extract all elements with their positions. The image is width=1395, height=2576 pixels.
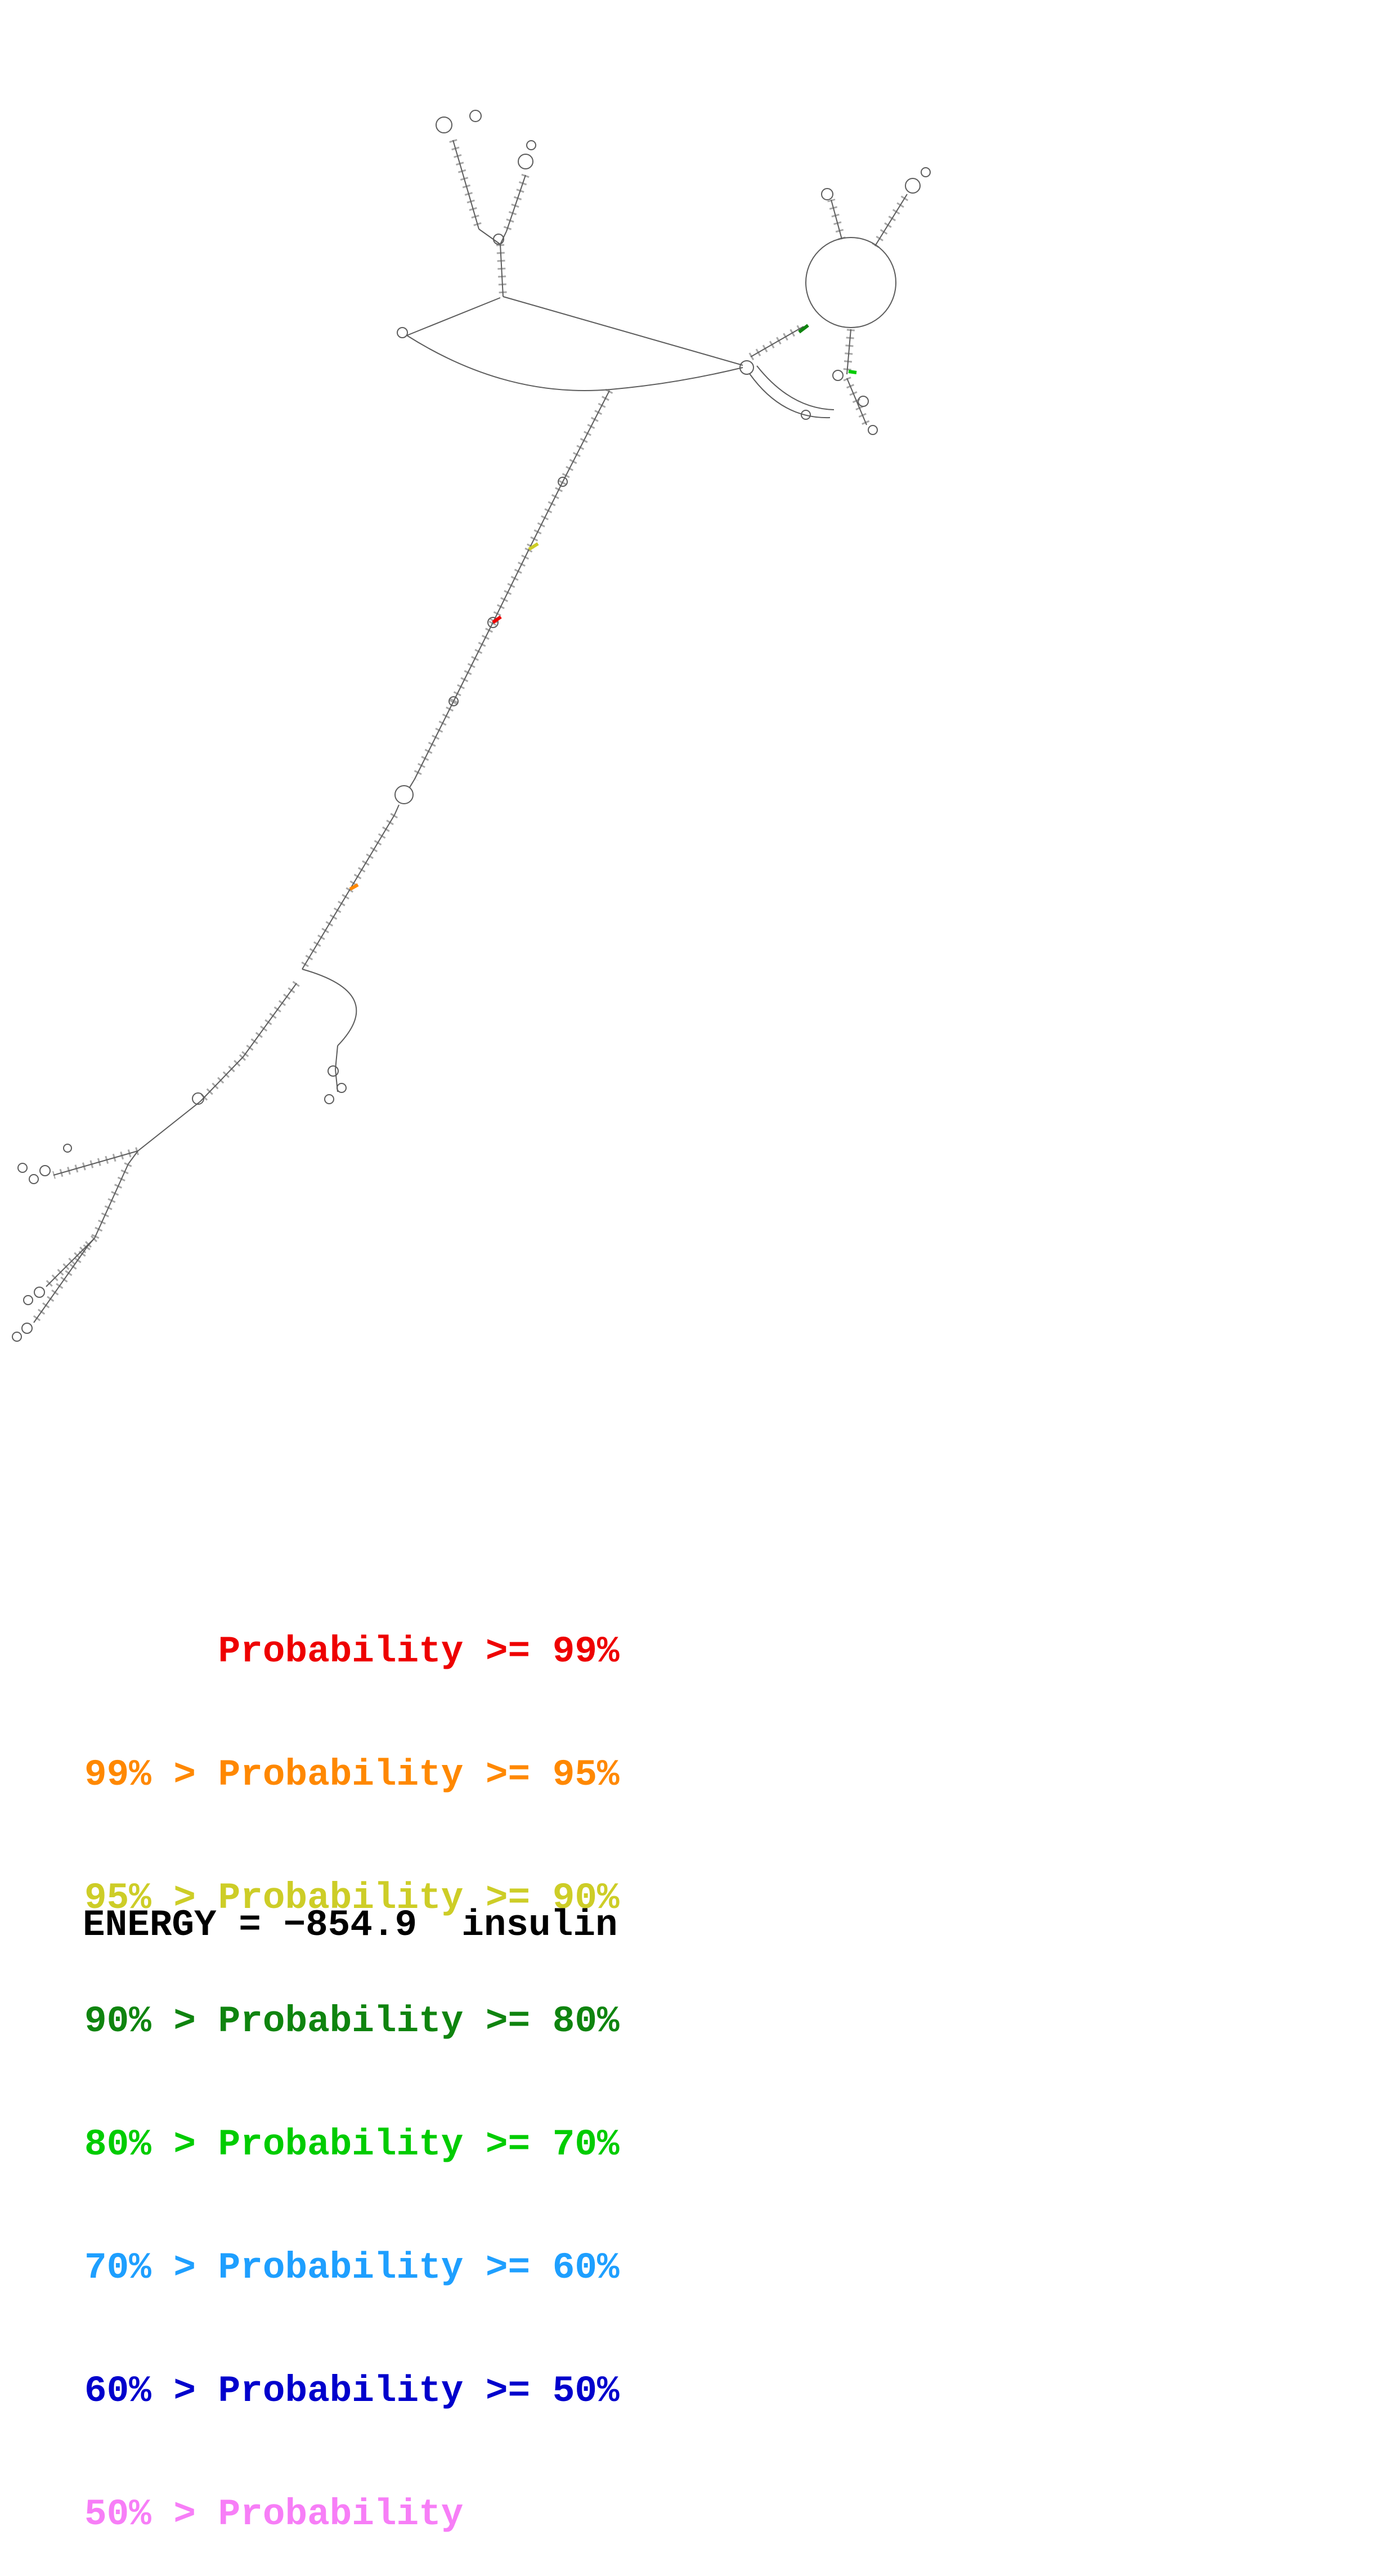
legend-item-90: 95% > Probability >= 90% <box>84 1877 620 1919</box>
loop-circles <box>12 110 931 1342</box>
legend-item-80: 90% > Probability >= 80% <box>84 2000 620 2042</box>
probability-legend: Probability >= 99% 99% > Probability >= … <box>84 1549 620 2576</box>
connector-lines <box>87 229 835 1247</box>
probability-marks <box>349 324 857 891</box>
energy-label: ENERGY = −854.9 insulin <box>83 1904 618 1946</box>
helix-rungs <box>30 139 910 1325</box>
legend-item-70: 80% > Probability >= 70% <box>84 2123 620 2166</box>
helix-rails <box>33 140 908 1323</box>
legend-item-95: 99% > Probability >= 95% <box>84 1754 620 1796</box>
legend-item-99: Probability >= 99% <box>84 1630 620 1673</box>
legend-item-60: 70% > Probability >= 60% <box>84 2247 620 2289</box>
legend-item-50: 60% > Probability >= 50% <box>84 2370 620 2412</box>
rna-structure-plot <box>12 110 931 1342</box>
legend-item-below-50: 50% > Probability <box>84 2493 464 2535</box>
